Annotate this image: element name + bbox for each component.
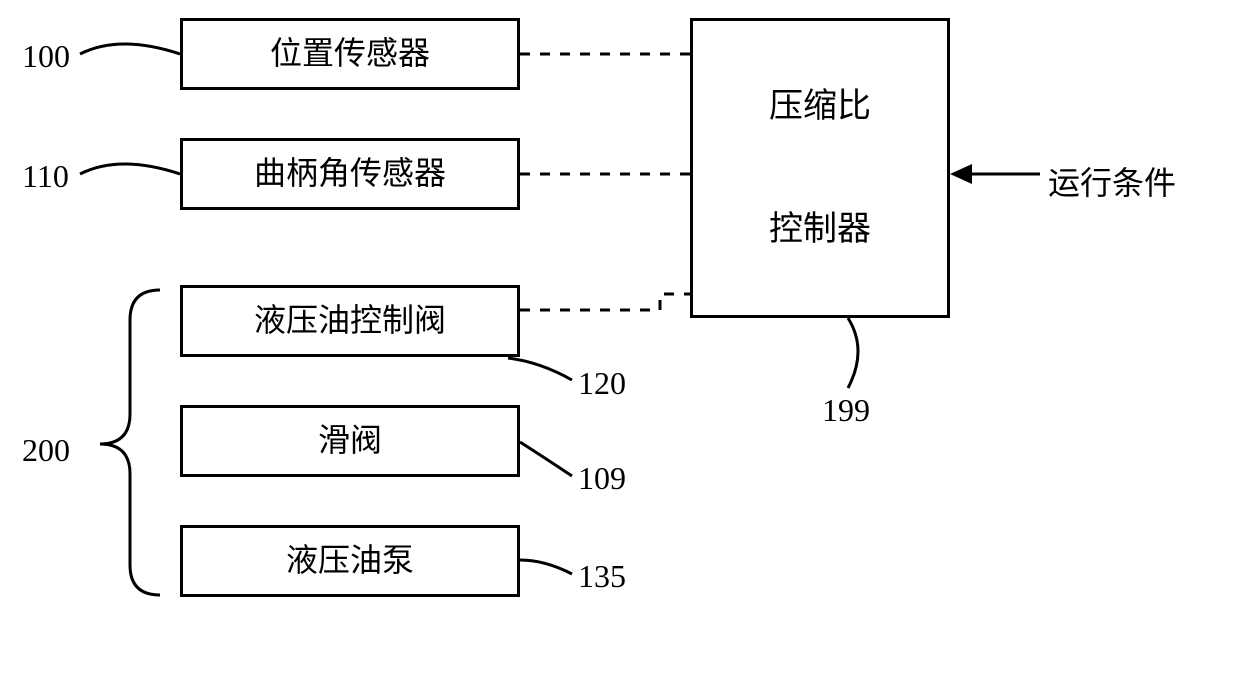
ref-label-120: 120 <box>578 365 626 402</box>
box-label: 位置传感器 <box>270 25 430 83</box>
box-label: 液压油泵 <box>286 532 414 590</box>
arrow-head-icon <box>950 164 972 184</box>
controller-line1: 压缩比 <box>769 88 871 125</box>
box-hydraulic-pump: 液压油泵 <box>180 525 520 597</box>
box-label: 液压油控制阀 <box>254 292 446 350</box>
box-label: 压缩比 控制器 <box>769 76 871 260</box>
box-compression-ratio-controller: 压缩比 控制器 <box>690 18 950 318</box>
leader-line <box>520 442 572 476</box>
leader-line <box>80 164 180 174</box>
dashed-connector <box>520 294 690 310</box>
box-crank-angle-sensor: 曲柄角传感器 <box>180 138 520 210</box>
ref-label-199: 199 <box>822 392 870 429</box>
diagram-canvas: 位置传感器 曲柄角传感器 液压油控制阀 滑阀 液压油泵 压缩比 控制器 100 … <box>0 0 1240 680</box>
leader-line <box>80 44 180 54</box>
leader-line <box>848 318 858 388</box>
ref-label-100: 100 <box>22 38 70 75</box>
ref-label-135: 135 <box>578 558 626 595</box>
ref-label-109: 109 <box>578 460 626 497</box>
leader-line <box>520 560 572 574</box>
box-position-sensor: 位置传感器 <box>180 18 520 90</box>
box-hydraulic-control-valve: 液压油控制阀 <box>180 285 520 357</box>
label-operating-conditions: 运行条件 <box>1048 158 1176 204</box>
brace-icon <box>100 290 160 595</box>
box-label: 曲柄角传感器 <box>254 145 446 203</box>
box-slide-valve: 滑阀 <box>180 405 520 477</box>
controller-line2: 控制器 <box>769 211 871 248</box>
ref-label-110: 110 <box>22 158 69 195</box>
box-label: 滑阀 <box>318 412 382 470</box>
ref-label-200: 200 <box>22 432 70 469</box>
leader-line <box>508 358 572 380</box>
